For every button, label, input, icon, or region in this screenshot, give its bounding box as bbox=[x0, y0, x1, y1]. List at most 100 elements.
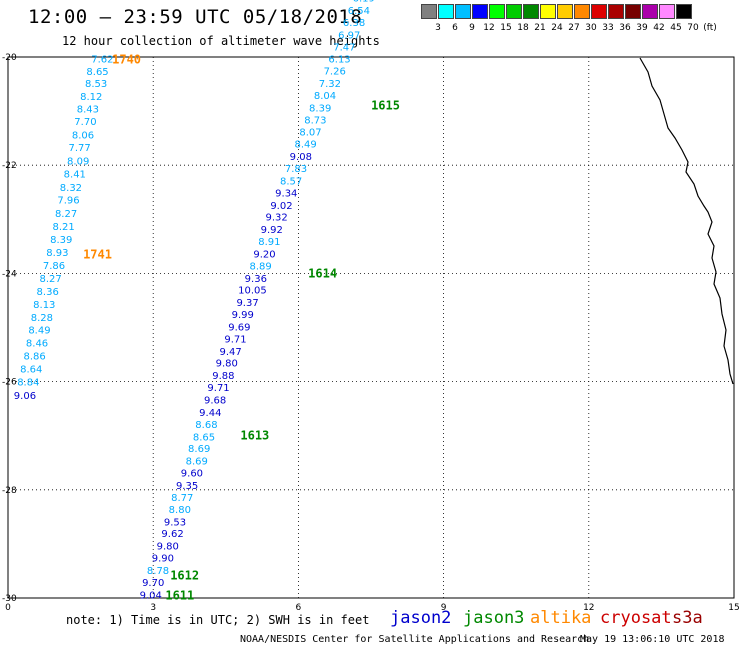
colorbar-tick-label: 12 bbox=[483, 23, 495, 33]
swh-value: 7.32 bbox=[319, 79, 341, 90]
swh-value: 9.44 bbox=[199, 408, 221, 419]
credit-text: NOAA/NESDIS Center for Satellite Applica… bbox=[240, 634, 590, 645]
colorbar-tick-label: 24 bbox=[551, 23, 563, 33]
swh-value: 6.97 bbox=[338, 30, 360, 41]
legend-jason2: jason2 bbox=[390, 608, 452, 628]
x-tick-label: 9 bbox=[441, 603, 447, 613]
swh-value: 8.73 bbox=[304, 115, 326, 126]
y-tick-label: -20 bbox=[2, 53, 17, 63]
swh-value: 10.05 bbox=[238, 286, 267, 297]
colorbar-tick-label: 42 bbox=[653, 23, 665, 33]
swh-value: 6.13 bbox=[328, 55, 350, 66]
legend-altika: altika bbox=[530, 608, 592, 628]
colorbar-tick-label: 27 bbox=[568, 23, 580, 33]
legend-cryosat: cryosat bbox=[600, 608, 672, 628]
swh-value: 9.36 bbox=[245, 274, 267, 285]
map-title: 12:00 – 23:59 UTC 05/18/2018 bbox=[28, 6, 363, 28]
swh-value: 8.21 bbox=[53, 222, 75, 233]
swh-value: 8.12 bbox=[80, 92, 102, 103]
swh-value: 8.93 bbox=[46, 248, 68, 259]
swh-value: 7.47 bbox=[333, 42, 355, 53]
swh-value: 8.43 bbox=[77, 104, 99, 115]
colorbar-swatch bbox=[489, 4, 505, 19]
swh-value: 9.37 bbox=[236, 298, 258, 309]
swh-value: 8.32 bbox=[60, 183, 82, 194]
colorbar-tick-label: 3 bbox=[435, 23, 441, 33]
colorbar-swatch bbox=[438, 4, 454, 19]
colorbar-tick-label: 33 bbox=[602, 23, 614, 33]
colorbar-swatch bbox=[625, 4, 641, 19]
swh-value: 9.20 bbox=[253, 249, 275, 260]
colorbar-tick-label: 18 bbox=[517, 23, 529, 33]
swh-value: 8.41 bbox=[64, 169, 86, 180]
swh-value: 9.80 bbox=[216, 359, 238, 370]
colorbar-swatch bbox=[523, 4, 539, 19]
colorbar-swatch bbox=[574, 4, 590, 19]
swh-value: 9.62 bbox=[161, 529, 183, 540]
colorbar-tick-label: 21 bbox=[534, 23, 546, 33]
swh-value: 8.69 bbox=[188, 444, 210, 455]
swh-value: 9.69 bbox=[228, 323, 250, 334]
x-tick-label: 6 bbox=[296, 603, 302, 613]
swh-value: 9.99 bbox=[232, 310, 254, 321]
swh-value: 9.92 bbox=[261, 225, 283, 236]
swh-value: 8.49 bbox=[28, 326, 50, 337]
map-frame bbox=[7, 56, 735, 599]
swh-value: 8.46 bbox=[26, 339, 48, 350]
swh-value: 9.47 bbox=[220, 347, 242, 358]
colorbar-tick-label: 39 bbox=[636, 23, 648, 33]
swh-value: 8.64 bbox=[20, 365, 42, 376]
colorbar-swatch bbox=[642, 4, 658, 19]
swh-value: 9.90 bbox=[152, 554, 174, 565]
y-tick-label: -26 bbox=[2, 378, 17, 388]
legend-jason3: jason3 bbox=[463, 608, 525, 628]
colorbar-swatch bbox=[591, 4, 607, 19]
swh-value: 8.57 bbox=[280, 176, 302, 187]
swh-value: 8.68 bbox=[195, 420, 217, 431]
swh-value: 7.77 bbox=[68, 143, 90, 154]
swh-value: 8.06 bbox=[72, 130, 94, 141]
swh-value: 8.78 bbox=[147, 566, 169, 577]
colorbar-swatch bbox=[557, 4, 573, 19]
colorbar-unit: (ft) bbox=[703, 23, 717, 33]
swh-value: 7.70 bbox=[74, 117, 96, 128]
colorbar-labels: 3 6 9 12 15 18 21 24 27 30 33 36 39 42 45 70 (ft) bbox=[421, 23, 740, 35]
pass-label: 1613 bbox=[240, 429, 269, 443]
swh-value: 8.91 bbox=[258, 237, 280, 248]
colorbar-tick-label: 36 bbox=[619, 23, 631, 33]
swh-value: 7.83 bbox=[285, 164, 307, 175]
swh-value: 8.86 bbox=[23, 352, 45, 363]
x-tick-label: 12 bbox=[583, 603, 594, 613]
swh-colorbar bbox=[421, 4, 693, 21]
colorbar-swatch bbox=[540, 4, 556, 19]
swh-value: 9.88 bbox=[212, 371, 234, 382]
pass-label: 1740 bbox=[112, 53, 141, 67]
swh-value: 8.36 bbox=[37, 287, 59, 298]
colorbar-tick-label: 45 bbox=[670, 23, 682, 33]
y-tick-label: -30 bbox=[2, 594, 17, 604]
y-tick-label: -28 bbox=[2, 486, 17, 496]
pass-label: 1612 bbox=[170, 568, 199, 582]
swh-value: 8.89 bbox=[250, 261, 272, 272]
swh-value: 8.09 bbox=[67, 156, 89, 167]
map-subtitle: 12 hour collection of altimeter wave hei… bbox=[62, 34, 380, 48]
colorbar-swatch bbox=[455, 4, 471, 19]
swh-value: 9.34 bbox=[275, 188, 297, 199]
colorbar-swatch bbox=[472, 4, 488, 19]
colorbar-swatch bbox=[676, 4, 692, 19]
pass-label: 1611 bbox=[165, 588, 194, 602]
swh-value: 6.19 bbox=[353, 0, 375, 5]
swh-value: 8.27 bbox=[39, 274, 61, 285]
swh-value: 9.35 bbox=[176, 481, 198, 492]
swh-value: 8.07 bbox=[299, 128, 321, 139]
footnote: note: 1) Time is in UTC; 2) SWH is in fe… bbox=[66, 613, 370, 627]
swh-value: 8.28 bbox=[31, 313, 53, 324]
swh-value: 8.80 bbox=[169, 505, 191, 516]
pass-label: 1614 bbox=[308, 266, 337, 280]
colorbar-tick-label: 70 bbox=[687, 23, 699, 33]
colorbar-tick-label: 30 bbox=[585, 23, 597, 33]
colorbar-swatch bbox=[608, 4, 624, 19]
y-tick-label: -24 bbox=[2, 269, 17, 279]
swh-value: 8.77 bbox=[171, 493, 193, 504]
swh-value: 7.96 bbox=[57, 195, 79, 206]
